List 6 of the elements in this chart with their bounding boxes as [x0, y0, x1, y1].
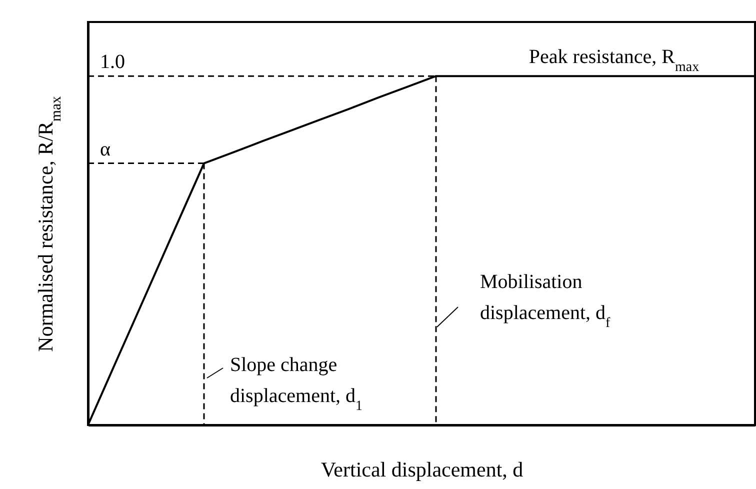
ref-line-label: α [100, 138, 111, 160]
ref-line-label: 1.0 [100, 51, 125, 74]
text: Peak resistance, R$_{max}$ [528, 46, 700, 74]
annotation: Slope change displacement, d$_{1}$ [230, 354, 363, 414]
annotation: Mobilisation displacement, d$_{f}$ [480, 271, 611, 330]
x-axis-title: Vertical displacement, d [320, 458, 524, 482]
